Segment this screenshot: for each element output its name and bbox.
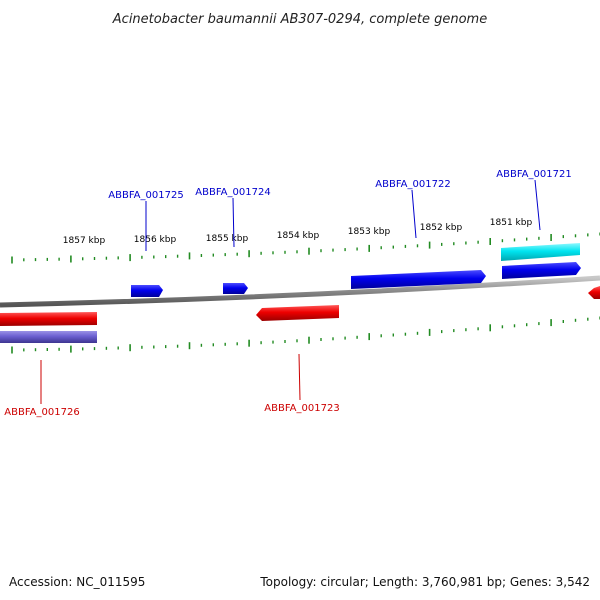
gene-partial-right-edge[interactable] bbox=[588, 286, 600, 299]
leader-line-ABBFA-001721 bbox=[534, 179, 541, 231]
map-title: Acinetobacter baumannii AB307-0294, comp… bbox=[112, 12, 487, 27]
tick-label-1855-kbp: 1855 kbp bbox=[206, 234, 249, 244]
tick-label-1856-kbp: 1856 kbp bbox=[134, 235, 177, 245]
gene-ABBFA-001721[interactable] bbox=[502, 262, 581, 279]
genome-info-text: Topology: circular; Length: 3,760,981 bp… bbox=[259, 575, 590, 589]
gene-ABBFA-001725[interactable] bbox=[131, 285, 163, 297]
leader-line-ABBFA-001724 bbox=[232, 197, 235, 248]
tick-label-1854-kbp: 1854 kbp bbox=[277, 231, 320, 241]
gene-label-ABBFA-001724[interactable]: ABBFA_001724 bbox=[195, 187, 270, 198]
leader-line-ABBFA-001723 bbox=[298, 353, 301, 401]
gene-label-ABBFA-001725[interactable]: ABBFA_001725 bbox=[108, 190, 183, 201]
tick-label-1852-kbp: 1852 kbp bbox=[420, 223, 463, 233]
ruler-ticks-forward bbox=[11, 232, 600, 264]
gene-label-ABBFA-001721[interactable]: ABBFA_001721 bbox=[496, 169, 571, 180]
gene-ABBFA-001723[interactable] bbox=[256, 305, 339, 321]
gene-label-ABBFA-001723[interactable]: ABBFA_001723 bbox=[264, 403, 339, 414]
gene-ABBFA-001724[interactable] bbox=[223, 283, 248, 294]
tick-label-1851-kbp: 1851 kbp bbox=[490, 218, 533, 228]
accession-text: Accession: NC_011595 bbox=[9, 575, 145, 589]
ruler-ticks-reverse bbox=[11, 316, 600, 354]
gene-ABBFA-001726[interactable] bbox=[0, 312, 97, 326]
gene-label-ABBFA-001726[interactable]: ABBFA_001726 bbox=[4, 407, 79, 418]
cds-feature-ABBFA-001721[interactable] bbox=[501, 243, 580, 261]
tick-label-1857-kbp: 1857 kbp bbox=[63, 236, 106, 246]
gene-label-ABBFA-001722[interactable]: ABBFA_001722 bbox=[375, 179, 450, 190]
cds-feature-ABBFA-001726[interactable] bbox=[0, 331, 97, 343]
genome-backbone bbox=[0, 275, 600, 308]
leader-line-ABBFA-001722 bbox=[411, 189, 417, 239]
gene-ABBFA-001722[interactable] bbox=[351, 270, 486, 289]
tick-label-1853-kbp: 1853 kbp bbox=[348, 227, 391, 237]
